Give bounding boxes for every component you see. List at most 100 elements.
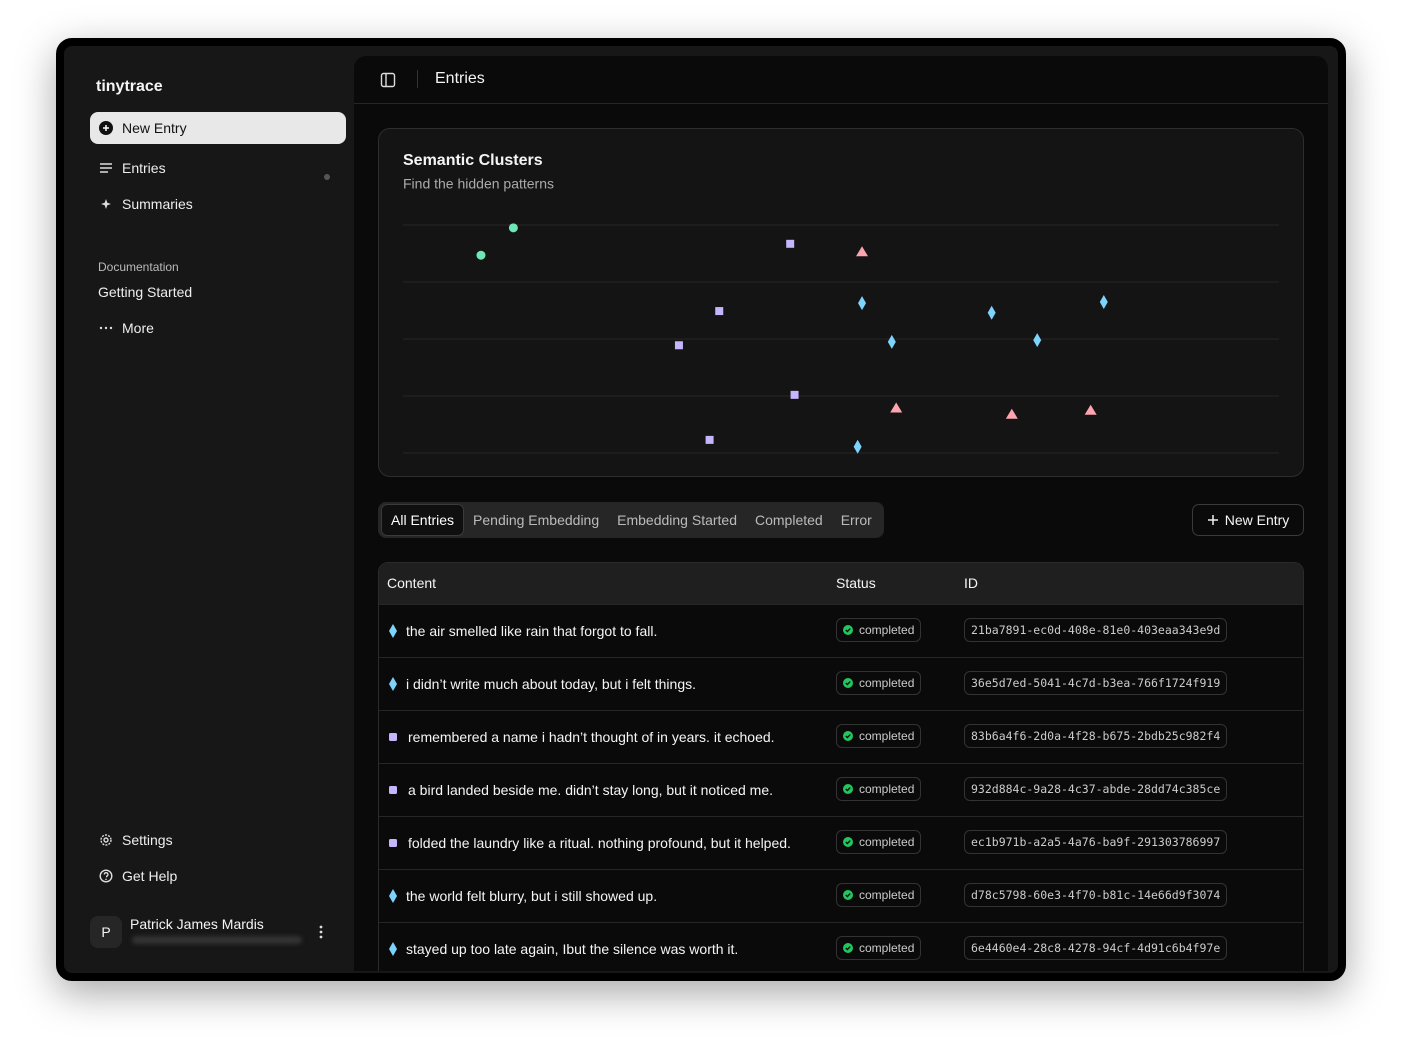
label: Get Help	[122, 868, 178, 884]
nav-item[interactable]: Summaries	[90, 188, 346, 220]
point	[389, 889, 397, 903]
sidebar-toggle[interactable]	[380, 72, 396, 88]
blurred-email	[132, 936, 302, 944]
header-border	[354, 103, 1328, 104]
icon	[101, 199, 111, 209]
brand: tinytrace	[96, 78, 163, 95]
status-pill: completed	[836, 671, 922, 695]
status: completed	[859, 782, 915, 796]
section-label: Documentation	[98, 260, 179, 274]
nav-item[interactable]: Entries	[90, 152, 346, 184]
row-marker	[389, 942, 397, 956]
chart-card: Semantic Clusters Find the hidden patter…	[378, 128, 1304, 477]
id-pill: 6e4460e4-28c8-4278-94cf-4d91c6b4f97e	[964, 936, 1228, 960]
label: Summaries	[122, 196, 193, 212]
status-icon	[843, 731, 853, 741]
label: More	[122, 320, 154, 336]
status: completed	[859, 729, 915, 743]
table-row: a bird landed beside me. didn’t stay lon…	[379, 763, 1303, 816]
content: remembered a name i hadn’t thought of in…	[408, 729, 775, 745]
content: folded the laundry like a ritual. nothin…	[408, 835, 791, 851]
point	[890, 402, 903, 413]
status-pill: completed	[836, 724, 922, 748]
point	[1033, 333, 1042, 348]
point	[1099, 294, 1108, 309]
content: stayed up too late again, Ibut the silen…	[406, 941, 739, 957]
status-pill: completed	[836, 777, 922, 801]
tab[interactable]: Embedding Started	[617, 512, 737, 528]
status-icon	[843, 784, 853, 794]
table-row: i didn’t write much about today, but i f…	[379, 657, 1303, 710]
row-marker	[389, 889, 397, 903]
table-row: remembered a name i hadn’t thought of in…	[379, 710, 1303, 763]
chart-subtitle: Find the hidden patterns	[403, 176, 554, 192]
status: completed	[859, 623, 915, 637]
new-entry-nav[interactable]: New Entry	[90, 112, 346, 144]
point	[715, 307, 724, 316]
chart: Semantic Clusters Find the hidden patter…	[403, 152, 1279, 454]
label: New Entry	[1224, 512, 1290, 528]
icon	[99, 869, 113, 883]
tab[interactable]: Completed	[755, 512, 823, 528]
id-pill: 932d884c-9a28-4c37-abde-28dd74c385ce	[964, 777, 1228, 801]
tabs: All Entries Pending Embedding Embedding St…	[378, 502, 884, 538]
divider	[417, 70, 418, 88]
point	[389, 624, 397, 638]
point	[786, 239, 795, 248]
content: i didn’t write much about today, but i f…	[406, 676, 697, 692]
point	[476, 250, 486, 260]
id-pill: 36e5d7ed-5041-4c7d-b3ea-766f1724f919	[964, 671, 1228, 695]
table-row: the world felt blurry, but i still showe…	[379, 869, 1303, 922]
table-row: the air smelled like rain that forgot to…	[379, 604, 1303, 657]
nav-item[interactable]: Get Help	[90, 860, 346, 892]
app-window: tinytrace New Entry Documentation P Patr…	[56, 38, 1346, 981]
point	[389, 839, 397, 847]
row-marker	[389, 839, 397, 847]
point	[674, 341, 683, 350]
nav-item[interactable]: Getting Started	[90, 276, 354, 308]
status-icon	[843, 890, 853, 900]
nav-item[interactable]: Settings	[90, 824, 346, 856]
status-pill: completed	[836, 936, 922, 960]
status-pill: completed	[836, 618, 922, 642]
tab[interactable]: Pending Embedding	[473, 512, 600, 528]
status-icon	[843, 678, 853, 688]
row-marker	[389, 786, 397, 794]
point	[858, 296, 867, 311]
tab[interactable]: Error	[840, 512, 872, 528]
icon	[1207, 515, 1218, 525]
content: the world felt blurry, but i still showe…	[406, 888, 658, 904]
id-pill: ec1b971b-a2a5-4a76-ba9f-291303786997	[964, 830, 1228, 854]
point	[508, 223, 518, 233]
status: completed	[859, 676, 915, 690]
column-header: ID	[964, 575, 978, 591]
status: completed	[859, 941, 915, 955]
icon	[99, 326, 113, 330]
table-row: folded the laundry like a ritual. nothin…	[379, 816, 1303, 869]
row-marker	[389, 624, 397, 638]
status-icon	[843, 837, 853, 847]
point	[790, 390, 799, 399]
column-header: Status	[836, 575, 876, 591]
new-entry-button[interactable]: New Entry	[1192, 504, 1304, 536]
icon	[100, 163, 112, 173]
icon	[99, 121, 113, 135]
tab[interactable]: All Entries	[381, 504, 465, 536]
chart-title: Semantic Clusters	[403, 152, 543, 169]
id-pill: 21ba7891-ec0d-408e-81e0-403eaa343e9d	[964, 618, 1228, 642]
main: Entries Semantic Clusters Find the hidde…	[354, 56, 1328, 971]
point	[887, 334, 896, 349]
icon	[100, 834, 112, 846]
user-menu[interactable]	[316, 924, 326, 940]
nav-item[interactable]: More	[90, 312, 346, 344]
id-pill: 83b6a4f6-2d0a-4f28-b675-2bdb25c982f4	[964, 724, 1228, 748]
point	[389, 677, 397, 691]
content: a bird landed beside me. didn’t stay lon…	[408, 782, 773, 798]
table-row: stayed up too late again, Ibut the silen…	[379, 922, 1303, 971]
point	[1005, 408, 1018, 419]
point	[389, 786, 397, 794]
page-title: Entries	[435, 70, 485, 87]
user-name: Patrick James Mardis	[130, 916, 264, 932]
table: Content Status ID the air smelled like rai…	[378, 562, 1304, 971]
